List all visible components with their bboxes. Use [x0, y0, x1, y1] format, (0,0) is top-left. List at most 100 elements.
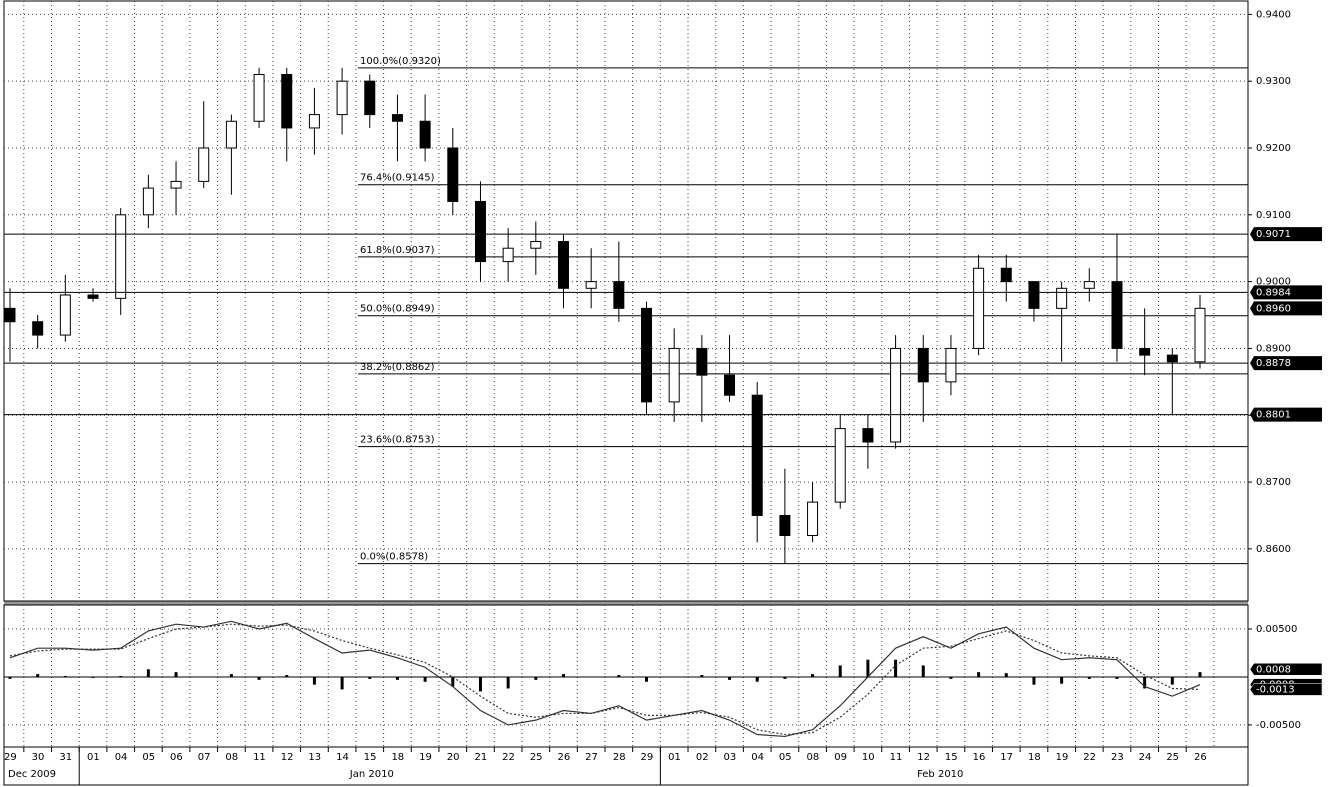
x-tick-label: 30 [32, 752, 45, 763]
fib-label: 38.2%(0.8862) [360, 362, 435, 373]
candle-body [1166, 354, 1178, 363]
x-tick-label: 06 [170, 752, 183, 763]
candle-body [419, 120, 431, 149]
macd-histogram-bar [312, 676, 316, 685]
x-tick-label: 22 [502, 752, 515, 763]
macd-histogram-bar [257, 676, 261, 680]
candle-body [447, 147, 459, 202]
macd-histogram-bar [1115, 676, 1119, 679]
y-tick-label: 0.8900 [1256, 343, 1291, 354]
candle-body [1056, 287, 1068, 309]
x-tick-label: 05 [779, 752, 792, 763]
candle-body [1139, 347, 1151, 356]
x-tick-label: 20 [447, 752, 460, 763]
x-tick-label: 31 [59, 752, 72, 763]
macd-histogram-bar [8, 676, 12, 679]
macd-histogram-bar [783, 676, 787, 679]
x-tick-label: 01 [668, 752, 681, 763]
macd-histogram-bar [1143, 676, 1147, 689]
candle-body [1083, 281, 1095, 289]
candle-body [696, 347, 708, 376]
macd-histogram-bar [174, 672, 178, 677]
fib-label: 23.6%(0.8753) [360, 435, 435, 446]
macd-histogram-bar [1170, 676, 1174, 685]
fib-label: 50.0%(0.8949) [360, 304, 435, 315]
price-marker [1250, 301, 1322, 316]
y-tick-label: 0.8700 [1256, 477, 1291, 488]
y-tick-label: 0.9400 [1256, 9, 1291, 20]
x-tick-label: 21 [474, 752, 487, 763]
price-marker [1250, 407, 1322, 422]
candle-body [557, 241, 569, 289]
x-tick-label: 29 [4, 752, 17, 763]
x-tick-label: 02 [696, 752, 709, 763]
macd-histogram-bar [949, 676, 953, 679]
candle-body [198, 147, 210, 182]
macd-y-tick-label: 0.00500 [1256, 624, 1297, 635]
x-tick-label: 25 [530, 752, 543, 763]
candle-body [142, 187, 154, 216]
price-marker-label: 0.8984 [1256, 287, 1291, 298]
macd-marker [1249, 683, 1323, 696]
candle-body [1194, 307, 1206, 363]
macd-histogram-bar [36, 674, 40, 677]
y-tick-label: 0.9200 [1256, 143, 1291, 154]
candle-body [890, 347, 902, 443]
x-tick-label: 17 [1000, 752, 1013, 763]
candle-body [225, 120, 237, 149]
macd-histogram-bar [755, 676, 759, 682]
candle-body [4, 307, 16, 323]
x-tick-label: 09 [834, 752, 847, 763]
candle-body [364, 80, 376, 116]
x-tick-label: 18 [1028, 752, 1041, 763]
x-tick-label: 19 [1056, 752, 1069, 763]
x-tick-label: 15 [945, 752, 958, 763]
candle-body [87, 294, 99, 299]
month-label: Jan 2010 [349, 769, 394, 780]
x-tick-label: 04 [115, 752, 128, 763]
candle-body [751, 394, 763, 516]
macd-histogram-bar [478, 676, 482, 692]
candle-body [253, 73, 265, 122]
x-tick-label: 12 [281, 752, 294, 763]
macd-marker-label: 0.0008 [1256, 664, 1291, 675]
candle-body [834, 428, 846, 503]
price-marker [1250, 285, 1322, 300]
candle-body [59, 294, 71, 336]
candle-body [585, 281, 597, 289]
candle-body [32, 321, 44, 336]
macd-histogram-bar [1198, 672, 1202, 677]
macd-histogram-bar [811, 674, 815, 677]
x-tick-label: 01 [87, 752, 100, 763]
candle-body [807, 501, 819, 537]
macd-histogram-bar [340, 676, 344, 690]
macd-histogram-bar [894, 659, 898, 677]
macd-marker-label: -0.0013 [1256, 684, 1295, 695]
macd-histogram-bar [921, 665, 925, 677]
price-marker-label: 0.8878 [1256, 358, 1291, 369]
candle-body [917, 347, 929, 383]
x-tick-label: 28 [613, 752, 626, 763]
price-marker [1250, 356, 1322, 371]
macd-histogram-bar [368, 676, 372, 679]
x-tick-label: 13 [308, 752, 321, 763]
macd-histogram-bar [645, 676, 649, 682]
month-label: Feb 2010 [917, 769, 963, 780]
candle-body [281, 73, 293, 129]
candle-body [945, 347, 957, 383]
x-tick-label: 29 [641, 752, 654, 763]
y-tick-label: 0.8600 [1256, 544, 1291, 555]
macd-histogram-bar [838, 665, 842, 677]
macd-histogram-bar [395, 676, 399, 680]
x-tick-label: 19 [419, 752, 432, 763]
macd-histogram-bar [146, 669, 150, 677]
macd-histogram-bar [1087, 676, 1091, 679]
macd-histogram-bar [229, 674, 233, 677]
x-tick-label: 08 [807, 752, 820, 763]
x-tick-label: 26 [557, 752, 570, 763]
x-tick-label: 08 [225, 752, 238, 763]
macd-line [9, 623, 1201, 736]
candle-body [502, 247, 514, 263]
candle-body [862, 428, 874, 443]
